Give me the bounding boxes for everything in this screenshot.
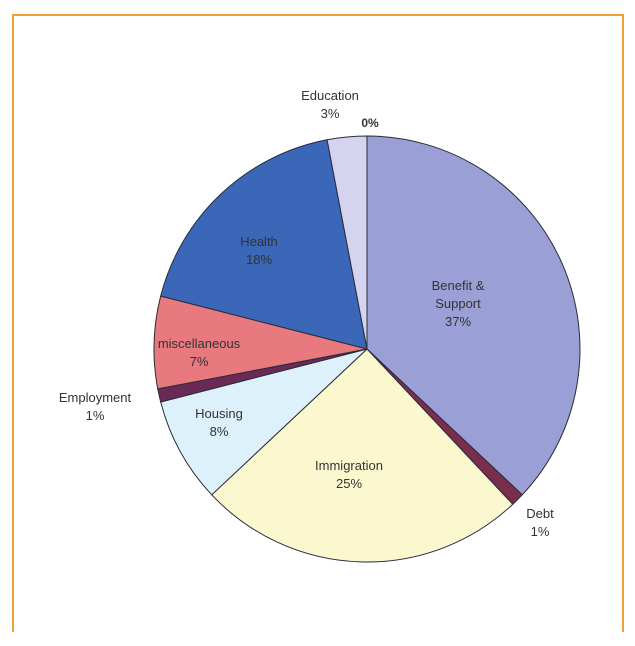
pie-slice-education: [326, 135, 368, 350]
slice-percent: 0%: [361, 116, 379, 130]
pie-slice-immigration: [211, 348, 514, 563]
slice-label-line: Immigration: [315, 458, 383, 473]
slice-label-line: miscellaneous: [158, 336, 241, 351]
slice-percent: 3%: [321, 106, 340, 121]
slice-label-line: Education: [301, 88, 359, 103]
pie-labels: Benefit & Support 37% Debt 1% Immigration 25% H…: [59, 88, 554, 539]
slice-label-benefit: Benefit & Support 37%: [432, 278, 485, 329]
slice-label-line: Debt: [526, 506, 554, 521]
slice-label-line: Health: [240, 234, 278, 249]
slice-label-immigration: Immigration 25%: [315, 458, 383, 491]
slice-label-health: Health 18%: [240, 234, 278, 267]
pie-slice-health: [160, 139, 368, 350]
pie-slices: [153, 135, 581, 563]
slice-label-employment: Employment 1%: [59, 390, 132, 423]
slice-label-housing: Housing 8%: [195, 406, 243, 439]
pie-slice-housing: [160, 348, 368, 496]
slice-percent: 8%: [210, 424, 229, 439]
slice-percent: 18%: [246, 252, 272, 267]
slice-label-line: Support: [435, 296, 481, 311]
slice-label-miscellaneous: miscellaneous 7%: [158, 336, 241, 369]
slice-label-zero: 0%: [361, 116, 379, 130]
slice-percent: 1%: [531, 524, 550, 539]
slice-label-line: Housing: [195, 406, 243, 421]
slice-label-line: Employment: [59, 390, 132, 405]
pie-slice-benefit: [366, 135, 581, 496]
slice-label-education: Education 3%: [301, 88, 359, 121]
slice-percent: 25%: [336, 476, 362, 491]
slice-label-debt: Debt 1%: [526, 506, 554, 539]
slice-percent: 1%: [86, 408, 105, 423]
slice-percent: 37%: [445, 314, 471, 329]
slice-percent: 7%: [190, 354, 209, 369]
slice-label-line: Benefit &: [432, 278, 485, 293]
chart-frame: [12, 14, 624, 632]
